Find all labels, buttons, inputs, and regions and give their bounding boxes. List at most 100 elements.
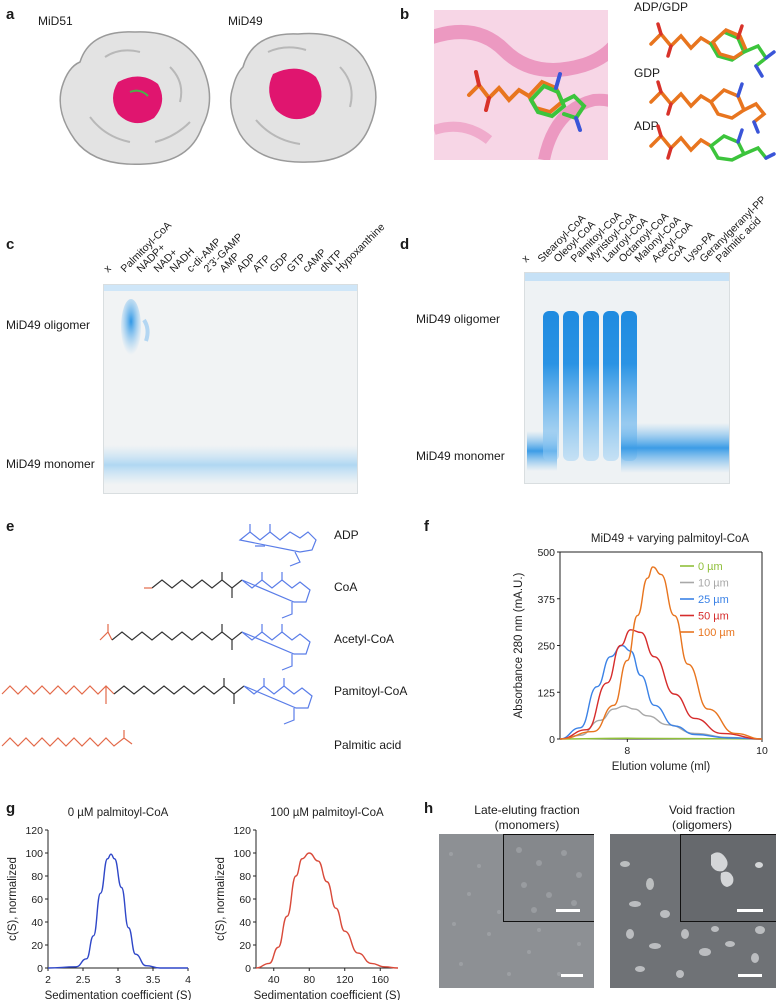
molecule-label-palmitic-acid: Palmitic acid (334, 738, 402, 752)
x-tick-label: 10 (756, 745, 768, 757)
ligand-label-adp-gdp: ADP/GDP (634, 0, 689, 14)
em-monomers-inset (503, 834, 594, 922)
mid51-surface-image (59, 31, 211, 166)
x-axis-label: Elution volume (ml) (612, 761, 711, 773)
em-left-title-line2: (monomers) (494, 818, 560, 832)
x-tick-label: 160 (371, 974, 389, 986)
y-axis-label: Absorbance 280 nm (mA.U.) (513, 572, 525, 718)
y-tick-label: 40 (31, 917, 43, 929)
mid49-surface-image (229, 32, 377, 163)
y-axis-label: c(S), normalized (215, 857, 227, 941)
em-monomers-inset-scale-bar (556, 909, 580, 912)
x-tick-label: 3.5 (146, 974, 161, 986)
ligand-structures-image (649, 22, 776, 162)
y-tick-label: 100 (233, 848, 251, 860)
x-tick-label: 40 (268, 974, 280, 986)
chart-f-elution-profiles: 0 125 250 375 500 8 10 Elution volume (ml) Absor… (513, 533, 768, 773)
y-tick-label: 120 (233, 825, 251, 837)
y-tick-label: 20 (31, 940, 43, 952)
panel-b-letter: b (400, 6, 410, 23)
chart-g-right-sedimentation: 0 20 40 60 80 100 120 40 80 120 160 Sedimentation c… (215, 807, 401, 1000)
em-micrograph-oligomers (610, 834, 776, 988)
series-line-2 (559, 644, 763, 740)
panel-e-letter: e (6, 518, 15, 535)
y-tick-label: 80 (31, 871, 43, 883)
panel-d-letter: d (400, 236, 410, 253)
series-line-4 (559, 566, 763, 740)
y-tick-label: 40 (239, 917, 251, 929)
y-tick-label: 375 (537, 594, 555, 606)
gel-c-lane-label: Hypoxanthine (333, 221, 388, 275)
panel-g-letter: g (6, 800, 16, 817)
x-axis-label: Sedimentation coefficient (S) (45, 990, 192, 1000)
gel-d-oligomer-label: MiD49 oligomer (416, 312, 501, 326)
x-tick-label: 4 (185, 974, 191, 986)
y-tick-label: 60 (239, 894, 251, 906)
gel-c-bands (104, 285, 357, 485)
molecule-label-coa: CoA (334, 580, 358, 594)
y-tick-label: 0 (37, 963, 43, 975)
y-tick-label: 60 (31, 894, 43, 906)
gel-c-lane-label: x (101, 262, 114, 275)
em-right-title-line2: (oligomers) (671, 818, 732, 832)
panel-a-letter: a (6, 6, 15, 23)
em-monomers-inset-texture (516, 847, 582, 913)
ligand-label-adp: ADP (634, 119, 659, 133)
em-oligomers-inset-particles (711, 852, 763, 887)
chemical-structures-image (1, 524, 317, 747)
em-monomers-scale-bar (561, 974, 583, 977)
y-tick-label: 250 (537, 641, 555, 653)
em-monomers-texture (449, 852, 581, 976)
gel-c-monomer-label: MiD49 monomer (6, 457, 95, 471)
y-tick-label: 20 (239, 940, 251, 952)
legend-label: 10 µm (698, 578, 729, 590)
chart-g-left-sedimentation: 0 20 40 60 80 100 120 2 2.5 3 3.5 4 Sedimentation co… (7, 807, 192, 1000)
em-right-title-line1: Void fraction (668, 803, 736, 817)
gel-d-lane-label: x (519, 252, 532, 265)
panel-h-letter: h (424, 800, 434, 817)
series-line-0 (255, 852, 399, 969)
molecule-label-adp: ADP (334, 528, 359, 542)
x-tick-label: 2.5 (76, 974, 91, 986)
em-left-title-line1: Late-eluting fraction (474, 803, 580, 817)
series-line-0 (47, 853, 188, 969)
em-oligomers-inset (680, 834, 776, 922)
legend-label: 25 µm (698, 594, 729, 606)
em-oligomers-inset-scale-bar (737, 909, 763, 912)
em-micrograph-monomers (439, 834, 594, 988)
gel-c (103, 284, 358, 494)
em-oligomers-particles (620, 861, 765, 978)
legend-label: 50 µm (698, 611, 729, 623)
panel-f-letter: f (424, 518, 429, 535)
x-tick-label: 3 (115, 974, 121, 986)
y-tick-label: 0 (245, 963, 251, 975)
panel-c-letter: c (6, 236, 15, 253)
y-axis-label: c(S), normalized (7, 857, 19, 941)
y-tick-label: 125 (537, 687, 555, 699)
chart-title: 100 µM palmitoyl-CoA (270, 807, 384, 819)
x-tick-label: 8 (624, 745, 630, 757)
series-line-0 (559, 737, 763, 740)
legend-label: 0 µm (698, 561, 723, 573)
x-axis-label: Sedimentation coefficient (S) (254, 990, 401, 1000)
molecule-label-palmitoyl-coa: Pamitoyl-CoA (334, 684, 408, 698)
structure-label-mid51: MiD51 (38, 14, 73, 28)
binding-site-overlay-image (434, 10, 608, 160)
x-tick-label: 120 (336, 974, 354, 986)
gel-d (524, 272, 730, 484)
y-tick-label: 100 (25, 848, 43, 860)
y-tick-label: 0 (549, 734, 555, 746)
y-tick-label: 120 (25, 825, 43, 837)
ligand-label-gdp: GDP (634, 66, 661, 80)
em-oligomers-scale-bar (738, 974, 762, 977)
chart-title: MiD49 + varying palmitoyl-CoA (591, 533, 750, 545)
gel-d-monomer-label: MiD49 monomer (416, 449, 505, 463)
structure-label-mid49: MiD49 (228, 14, 263, 28)
molecule-label-acetyl-coa: Acetyl-CoA (334, 632, 395, 646)
gel-d-bands (525, 273, 729, 473)
y-tick-label: 80 (239, 871, 251, 883)
x-tick-label: 2 (45, 974, 51, 986)
chart-title: 0 µM palmitoyl-CoA (68, 807, 169, 819)
gel-c-oligomer-label: MiD49 oligomer (6, 318, 91, 332)
x-tick-label: 80 (303, 974, 315, 986)
